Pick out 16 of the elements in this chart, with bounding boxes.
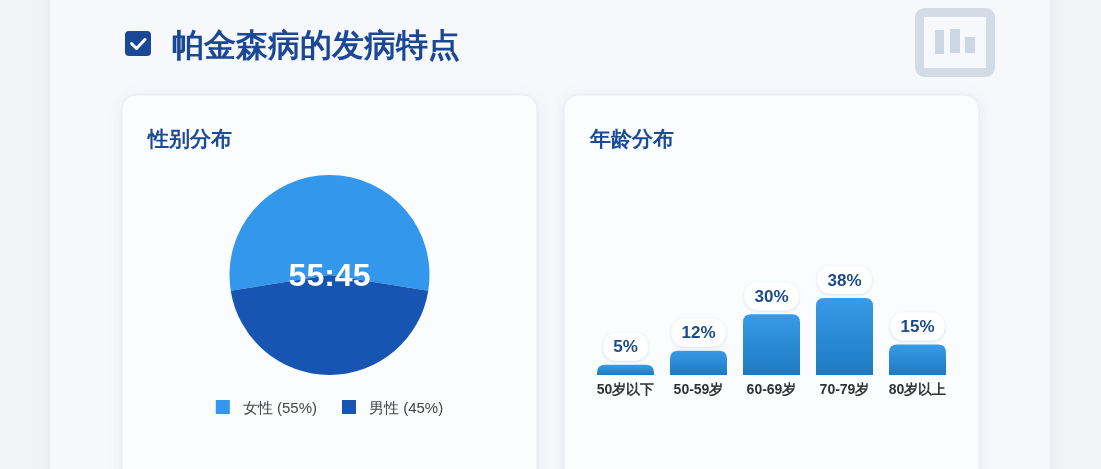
x-tick-label: 50岁以下 (596, 381, 655, 397)
x-tick-label: 70-79岁 (819, 381, 870, 397)
text: 帕金森病的发病特点 (172, 27, 460, 63)
legend-label: 男性 (45%) (369, 398, 444, 416)
data-label: 38% (827, 270, 862, 290)
x-tick-label: 80岁以上 (888, 381, 947, 397)
data-label: 30% (754, 286, 789, 306)
data-label: 15% (900, 317, 935, 337)
text: 55:45 (288, 257, 371, 293)
chart-title: 年龄分布 (589, 127, 674, 150)
data-label: 5% (613, 337, 638, 357)
x-tick-label: 50-59岁 (673, 381, 724, 397)
legend-label: 女性 (55%) (242, 398, 317, 416)
x-tick-label: 60-69岁 (746, 381, 797, 397)
data-label: 12% (681, 323, 716, 343)
chart-title: 性别分布 (146, 127, 232, 150)
